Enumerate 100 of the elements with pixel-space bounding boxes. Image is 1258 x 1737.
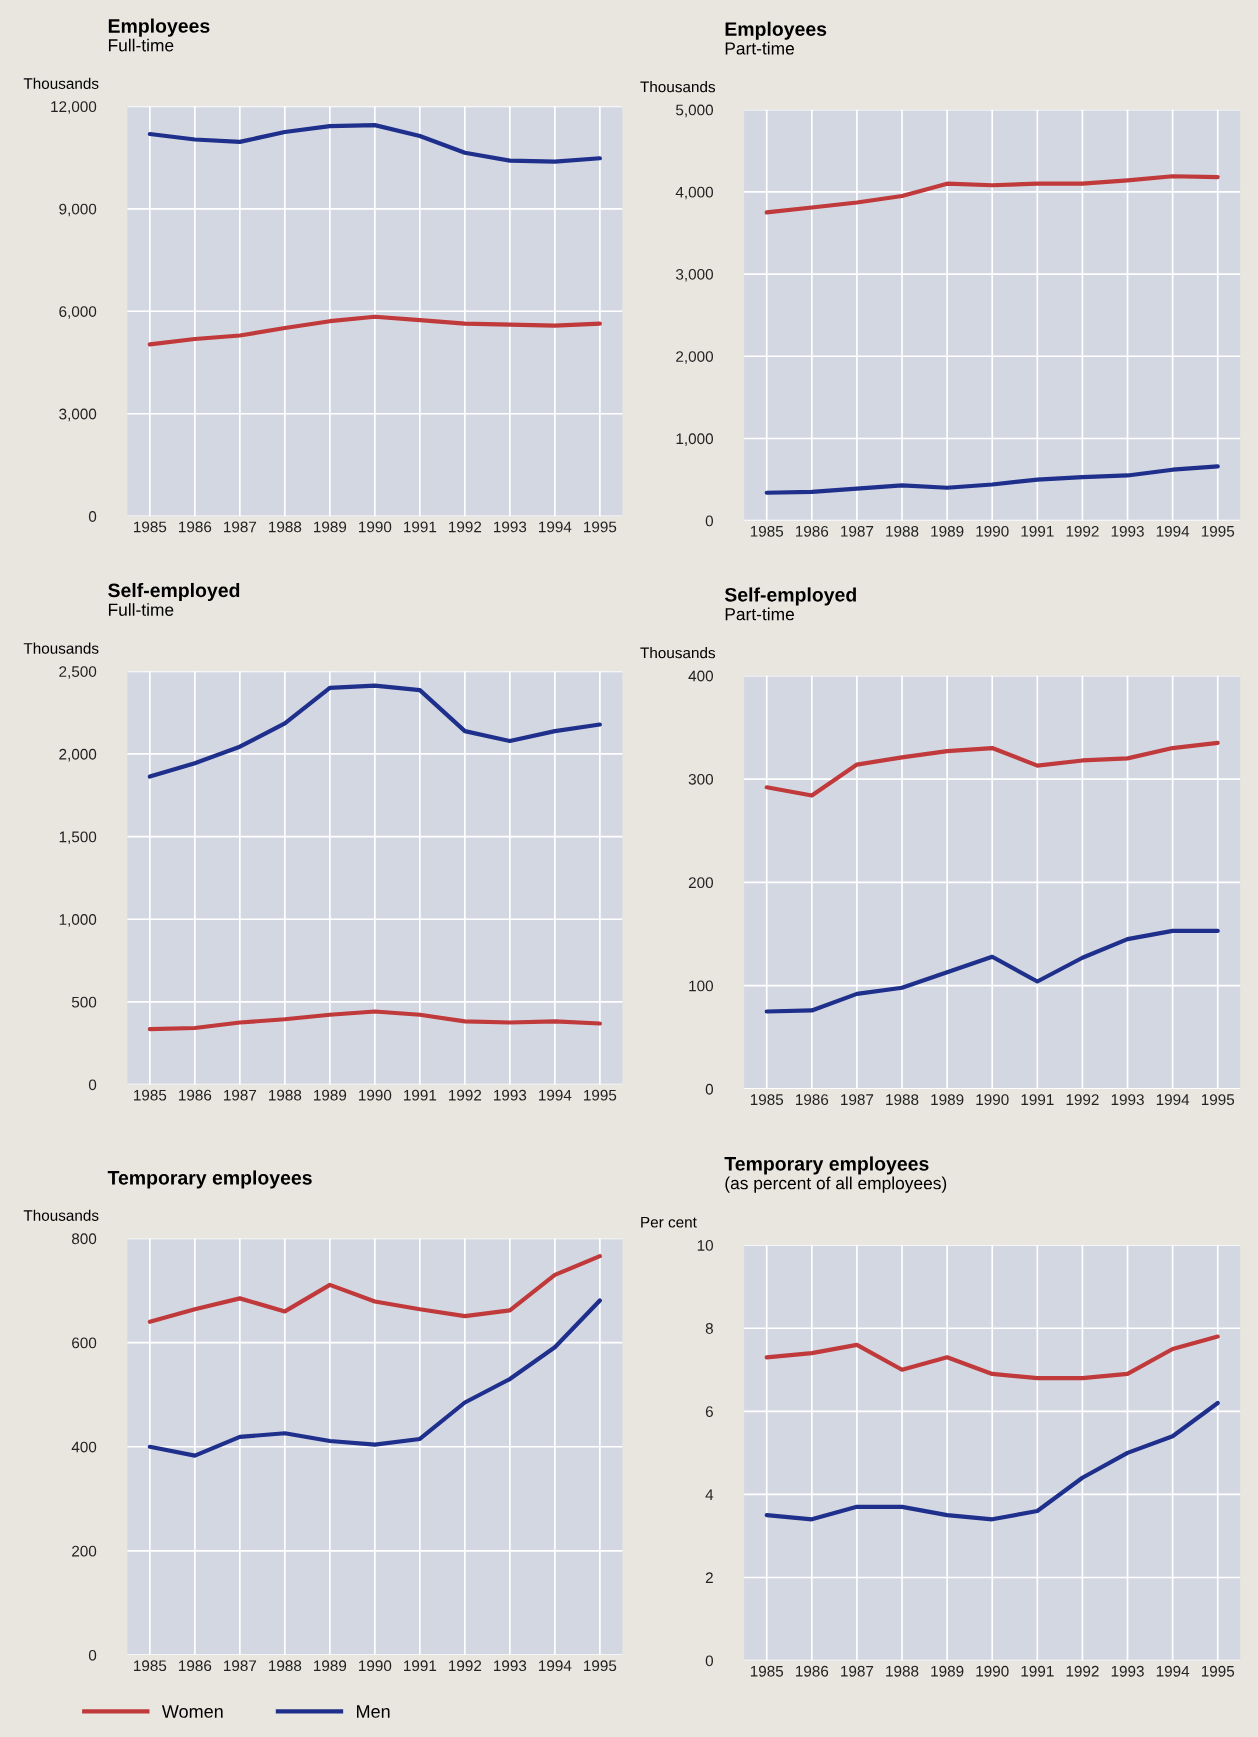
x-tick-label: 1990 [976,525,1009,537]
x-tick-label: 1988 [269,521,302,533]
legend-label: Men [357,1705,390,1718]
line-series [764,928,1220,1014]
x-tick-label: 1989 [314,1089,347,1101]
x-tick-label: 1994 [539,521,572,533]
x-tick-label: 1986 [795,1665,829,1677]
x-tick-label: 1991 [404,1089,437,1101]
y-tick-label: 0 [705,515,714,527]
y-tick-label: 200 [688,877,714,889]
x-tick-label: 1988 [269,1660,302,1672]
y-tick-label: 10 [697,1240,714,1251]
y-tick-label: 4,000 [675,186,714,200]
y-tick-label: 5,000 [676,104,714,118]
x-tick-label: 1990 [359,1089,392,1101]
y-tick-label: 0 [705,1083,714,1095]
x-tick-label: 1994 [1156,1665,1190,1677]
x-tick-label: 1987 [841,1665,874,1677]
x-tick-label: 1994 [539,1089,572,1101]
x-tick-label: 1985 [134,1660,167,1672]
chart-subtitle: (as percent of all employees) [725,1176,947,1193]
x-tick-label: 1993 [1111,1094,1144,1106]
x-tick-label: 1986 [179,1089,212,1101]
x-tick-label: 1994 [539,1660,572,1672]
y-tick-label: 800 [71,1233,97,1245]
x-tick-label: 1992 [1066,1665,1099,1677]
y-tick-label: 2,000 [676,351,714,364]
y-tick-label: 4 [705,1489,714,1500]
chart-subtitle: Part-time [725,41,794,55]
x-tick-label: 1995 [584,1660,617,1672]
line-series [147,1009,602,1032]
line-series [764,1400,1220,1522]
line-series [764,740,1220,798]
x-tick-label: 1995 [1201,525,1235,537]
chart-subtitle: Part-time [725,607,794,621]
chart-title: Self-employed [724,587,856,606]
line-series [147,1298,602,1458]
line-series [147,314,602,347]
chart-title: Temporary employees [724,1156,929,1175]
x-tick-label: 1990 [359,1660,392,1672]
x-tick-label: 1985 [750,525,784,537]
y-tick-label: 300 [688,773,714,785]
line-series [764,174,1220,215]
y-tick-label: 400 [688,670,714,682]
x-tick-label: 1988 [886,525,919,537]
x-tick-label: 1992 [1066,525,1099,537]
line-series [147,123,602,164]
x-tick-label: 1991 [404,1660,437,1672]
y-axis-title: Thousands [640,647,716,659]
chart-title: Temporary employees [107,1170,312,1189]
y-axis-title: Per cent [641,1216,697,1228]
y-tick-label: 2 [705,1572,713,1584]
x-tick-label: 1986 [179,521,212,533]
line-series [147,683,602,779]
y-tick-label: 6 [705,1406,713,1417]
x-tick-label: 1993 [494,1089,527,1101]
x-tick-label: 1987 [224,1089,257,1101]
x-tick-label: 1989 [931,1094,964,1106]
y-tick-label: 12,000 [51,101,97,114]
line-series [764,1334,1220,1381]
y-tick-label: 6,000 [59,306,97,319]
chart-subtitle: Full-time [108,38,174,52]
y-tick-label: 500 [71,996,97,1008]
x-tick-label: 1991 [1021,1094,1054,1106]
x-tick-label: 1987 [841,1094,874,1106]
y-tick-label: 0 [88,1649,97,1661]
x-tick-label: 1989 [931,1665,964,1677]
x-tick-label: 1994 [1156,1094,1190,1106]
x-tick-label: 1989 [314,1660,347,1672]
chart-subtitle: Full-time [108,603,174,616]
x-tick-label: 1990 [976,1665,1009,1677]
x-tick-label: 1992 [449,1089,482,1101]
chart-title: Employees [108,18,210,37]
y-tick-label: 1,500 [59,831,97,845]
x-tick-label: 1989 [314,521,347,533]
y-tick-label: 0 [88,511,97,522]
x-tick-label: 1995 [1201,1665,1235,1677]
y-tick-label: 1,000 [676,433,714,446]
x-tick-label: 1986 [179,1660,212,1672]
chart-title: Self-employed [108,582,240,602]
x-tick-label: 1988 [269,1089,302,1101]
y-tick-label: 400 [71,1441,97,1453]
x-tick-label: 1989 [931,525,964,537]
x-tick-label: 1987 [224,521,257,533]
y-tick-label: 2,500 [59,666,97,679]
x-tick-label: 1985 [134,1089,167,1101]
y-axis-title: Thousands [23,77,99,89]
x-tick-label: 1993 [494,521,527,533]
x-tick-label: 1988 [886,1094,919,1106]
y-tick-label: 3,000 [59,408,97,422]
y-tick-label: 0 [88,1079,97,1091]
x-tick-label: 1995 [584,521,617,533]
y-axis-title: Thousands [23,642,99,654]
x-tick-label: 1987 [224,1660,257,1672]
x-tick-label: 1992 [449,521,482,533]
x-tick-label: 1994 [1156,525,1190,537]
x-tick-label: 1985 [750,1094,784,1106]
x-tick-label: 1992 [1066,1094,1099,1106]
x-tick-label: 1986 [795,525,829,537]
y-tick-label: 2,000 [59,748,97,762]
